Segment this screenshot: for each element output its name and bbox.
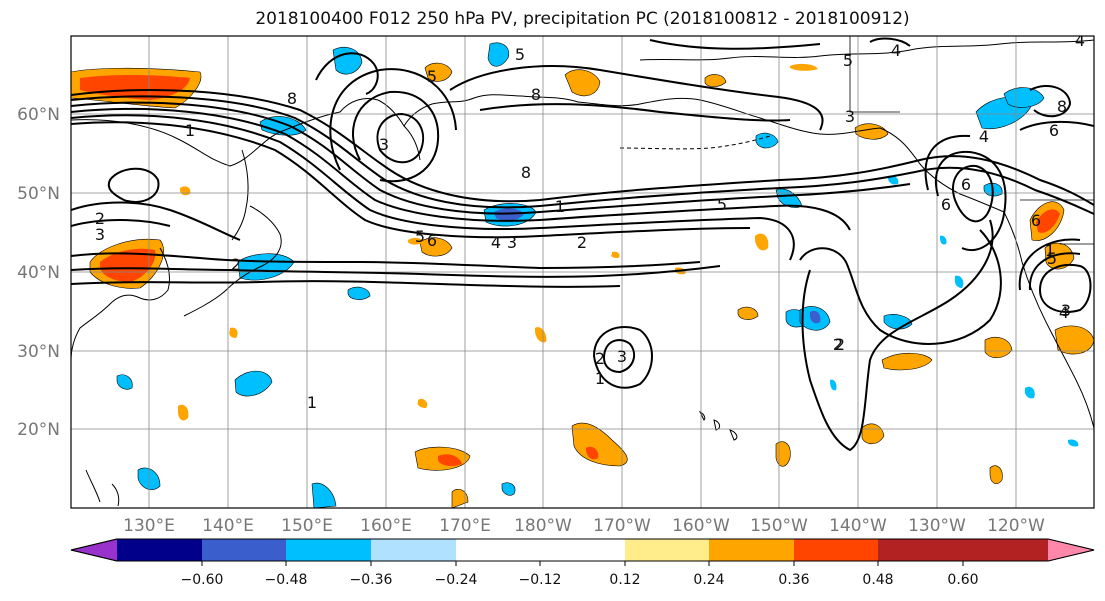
coastlines xyxy=(71,36,1094,507)
longitude-axis: 130°E 140°E 150°E 160°E 170°E 180°W 170°… xyxy=(123,516,1045,536)
contour-label: 4 xyxy=(1059,303,1069,322)
colorbar-segment xyxy=(371,539,456,561)
contour-label: 6 xyxy=(1049,121,1059,140)
contour-label: 5 xyxy=(427,67,437,86)
colorbar-segment xyxy=(202,539,286,561)
colorbar-segment xyxy=(117,539,202,561)
contour-label: 2 xyxy=(95,209,105,228)
contour-label: 8 xyxy=(1057,97,1067,116)
lon-label: 170°E xyxy=(439,516,491,536)
contour-label: 6 xyxy=(961,175,971,194)
lon-label: 150°E xyxy=(281,516,333,536)
colorbar-tick-label: 0.48 xyxy=(862,572,893,588)
contour-label: 5 xyxy=(717,195,727,214)
contour-label: 5 xyxy=(415,227,425,246)
contour-label: 4 xyxy=(979,127,989,146)
lon-label: 130°W xyxy=(908,516,966,536)
colorbar-segment xyxy=(1048,539,1094,561)
colorbar-segment xyxy=(286,539,371,561)
contour-label: 1 xyxy=(1045,241,1055,260)
lat-label: 20°N xyxy=(17,420,60,440)
colorbar-tick-label: −0.24 xyxy=(435,572,478,588)
colorbar-segment xyxy=(625,539,709,561)
contour-label: 3 xyxy=(617,347,627,366)
colorbar-tick-label: 0.12 xyxy=(609,572,640,588)
contour-label: 3 xyxy=(379,135,389,154)
contour-label: 4 xyxy=(891,41,901,60)
contour-label: 2 xyxy=(577,233,587,252)
contour-label: 6 xyxy=(1031,211,1041,230)
colorbar-segment xyxy=(794,539,878,561)
contour-label: 2 xyxy=(835,335,845,354)
contour-label: 8 xyxy=(521,163,531,182)
lon-label: 170°W xyxy=(593,516,651,536)
colorbar-segment xyxy=(963,539,1048,561)
contour-label: 2 xyxy=(833,335,843,354)
lon-label: 140°E xyxy=(202,516,254,536)
contour-label: 3 xyxy=(845,107,855,126)
colorbar-tick-label: −0.36 xyxy=(350,572,393,588)
contour-label: 1 xyxy=(595,369,605,388)
contour-label: 1 xyxy=(185,121,195,140)
lon-label: 130°E xyxy=(123,516,175,536)
contour-label: 2 xyxy=(595,349,605,368)
colorbar-tick-label: −0.60 xyxy=(181,572,224,588)
contour-label: 3 xyxy=(95,225,105,244)
lon-label: 160°E xyxy=(360,516,412,536)
map-title: 2018100400 F012 250 hPa PV, precipitatio… xyxy=(255,9,910,29)
contour-label: 8 xyxy=(287,89,297,108)
contour-label: 6 xyxy=(941,195,951,214)
precip-shading xyxy=(71,42,1094,508)
contour-label: 2 xyxy=(231,255,241,274)
lon-label: 180°W xyxy=(514,516,572,536)
colorbar: −0.60 −0.48 −0.36 −0.24 −0.12 0.12 0.24 … xyxy=(70,538,1095,588)
latitude-axis: 60°N 50°N 40°N 30°N 20°N xyxy=(17,105,60,440)
lat-label: 30°N xyxy=(17,342,60,362)
colorbar-segment xyxy=(540,539,625,561)
contour-label: 5 xyxy=(515,45,525,64)
lon-label: 120°W xyxy=(987,516,1045,536)
colorbar-segment xyxy=(709,539,794,561)
colorbar-tick-label: −0.48 xyxy=(265,572,308,588)
colorbar-tick-label: 0.36 xyxy=(778,572,809,588)
contour-label: 4 xyxy=(491,233,501,252)
lon-label: 150°W xyxy=(750,516,808,536)
contour-label: 1 xyxy=(555,197,565,216)
contour-labels: 1 2 3 4 5 6 8 1 2 3 4 5 6 8 1 2 3 4 5 6 … xyxy=(95,31,1085,412)
contour-label: 5 xyxy=(1047,249,1057,268)
lat-label: 60°N xyxy=(17,105,60,125)
contour-label: 3 xyxy=(1061,301,1071,320)
colorbar-segment xyxy=(71,539,117,561)
colorbar-tick-label: −0.12 xyxy=(519,572,562,588)
pv-contours xyxy=(71,37,1094,452)
contour-label: 1 xyxy=(307,393,317,412)
lon-label: 140°W xyxy=(829,516,887,536)
graticule xyxy=(71,36,1094,508)
lon-label: 160°W xyxy=(672,516,730,536)
lat-label: 40°N xyxy=(17,263,60,283)
contour-label: 4 xyxy=(1075,31,1085,50)
colorbar-segment xyxy=(456,539,540,561)
colorbar-tick-label: 0.60 xyxy=(947,572,978,588)
contour-label: 3 xyxy=(507,233,517,252)
plot-frame xyxy=(70,35,1095,509)
contour-label: 6 xyxy=(427,231,437,250)
contour-label: 8 xyxy=(531,85,541,104)
lat-label: 50°N xyxy=(17,184,60,204)
contour-label: 5 xyxy=(843,51,853,70)
colorbar-tick-label: 0.24 xyxy=(693,572,724,588)
